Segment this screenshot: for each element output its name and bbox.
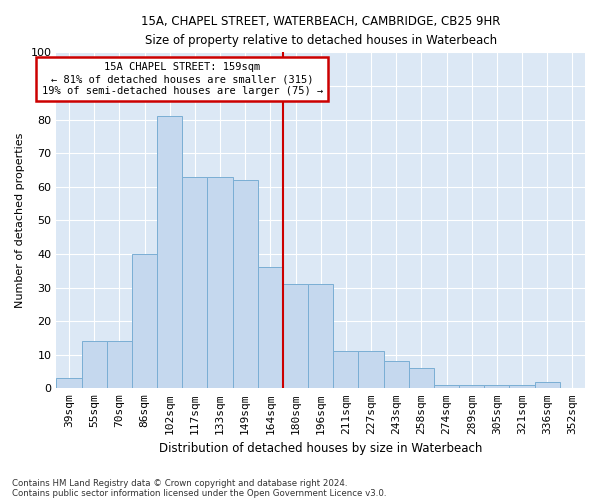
- Bar: [409, 368, 434, 388]
- Bar: [182, 176, 208, 388]
- Title: 15A, CHAPEL STREET, WATERBEACH, CAMBRIDGE, CB25 9HR
Size of property relative to: 15A, CHAPEL STREET, WATERBEACH, CAMBRIDG…: [141, 15, 500, 47]
- Bar: [82, 342, 107, 388]
- Y-axis label: Number of detached properties: Number of detached properties: [15, 132, 25, 308]
- Bar: [208, 176, 233, 388]
- Bar: [358, 352, 383, 389]
- Bar: [258, 268, 283, 388]
- Bar: [535, 382, 560, 388]
- Text: Contains HM Land Registry data © Crown copyright and database right 2024.: Contains HM Land Registry data © Crown c…: [12, 478, 347, 488]
- Bar: [56, 378, 82, 388]
- Bar: [333, 352, 358, 389]
- Text: 15A CHAPEL STREET: 159sqm
← 81% of detached houses are smaller (315)
19% of semi: 15A CHAPEL STREET: 159sqm ← 81% of detac…: [41, 62, 323, 96]
- Bar: [383, 362, 409, 388]
- Text: Contains public sector information licensed under the Open Government Licence v3: Contains public sector information licen…: [12, 488, 386, 498]
- Bar: [484, 385, 509, 388]
- Bar: [308, 284, 333, 389]
- Bar: [107, 342, 132, 388]
- Bar: [132, 254, 157, 388]
- Bar: [509, 385, 535, 388]
- Bar: [459, 385, 484, 388]
- Bar: [157, 116, 182, 388]
- Bar: [434, 385, 459, 388]
- Bar: [283, 284, 308, 389]
- X-axis label: Distribution of detached houses by size in Waterbeach: Distribution of detached houses by size …: [159, 442, 482, 455]
- Bar: [233, 180, 258, 388]
